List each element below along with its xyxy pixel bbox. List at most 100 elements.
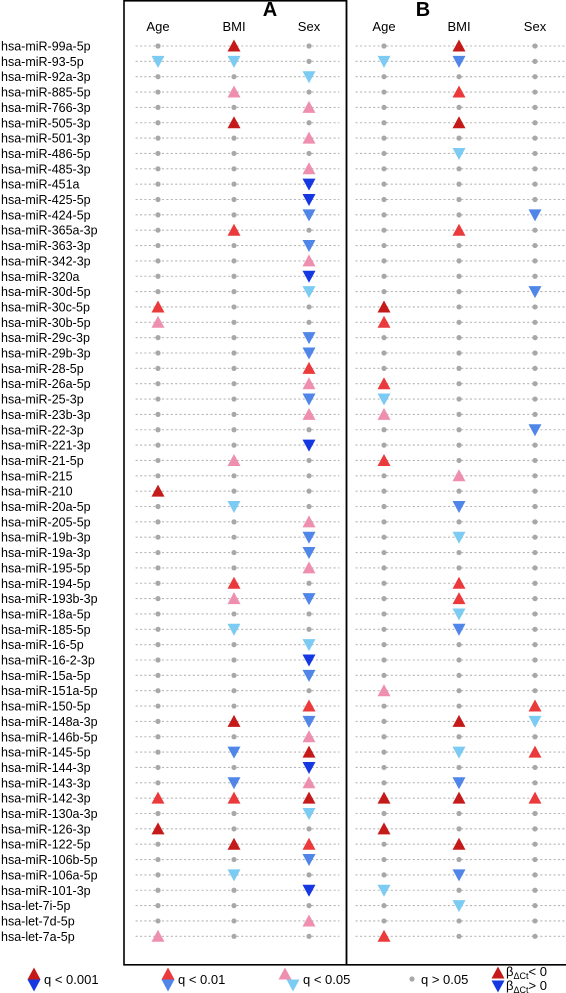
data-point-b-bmi [452, 623, 466, 636]
row-label: hsa-miR-501-3p [1, 132, 91, 146]
data-point-ns [231, 473, 237, 479]
data-point-ns [306, 826, 312, 832]
data-point-ns [456, 856, 462, 863]
legend-up2-icon [161, 967, 175, 980]
row-label: hsa-miR-25-3p [1, 393, 84, 407]
data-point-ns [155, 596, 161, 602]
data-point-ns [155, 473, 161, 479]
data-point-ns [456, 181, 462, 187]
row-label: hsa-miR-26a-5p [1, 377, 91, 391]
data-point-a-age [151, 300, 165, 313]
data-point-ns [456, 304, 462, 310]
data-point-ns [381, 780, 387, 786]
data-point-ns [381, 120, 387, 126]
data-point-ns [532, 826, 538, 832]
row-label: hsa-miR-16-5p [1, 638, 84, 652]
data-point-ns [381, 734, 387, 740]
data-point-a-sex [302, 254, 316, 267]
data-point-ns [532, 611, 538, 617]
data-point-ns [456, 703, 462, 709]
data-point-a-sex [302, 515, 316, 528]
data-point-ns [381, 503, 387, 510]
data-point-ns [155, 611, 161, 617]
data-point-ns [532, 780, 538, 786]
data-point-a-age [151, 791, 165, 804]
data-point-ns [231, 258, 237, 264]
data-point-ns [456, 258, 462, 264]
data-point-ns [155, 534, 161, 540]
data-point-ns [155, 764, 161, 771]
data-point-ns [306, 427, 312, 433]
row-label: hsa-miR-205-5p [1, 515, 91, 529]
data-point-ns [381, 196, 387, 203]
row-label: hsa-miR-19b-3p [1, 531, 91, 545]
legend-label-q01: q < 0.01 [178, 972, 225, 987]
data-point-b-bmi [452, 900, 466, 913]
data-point-ns [306, 611, 312, 617]
data-point-ns [381, 596, 387, 602]
row-label: hsa-miR-195-5p [1, 561, 91, 575]
row-label: hsa-miR-93-5p [1, 55, 84, 69]
data-point-ns [532, 74, 538, 80]
data-point-a-bmi [227, 223, 241, 236]
row-label: hsa-miR-221-3p [1, 439, 91, 453]
data-point-b-bmi [452, 531, 466, 544]
data-point-ns [381, 335, 387, 341]
data-point-ns [381, 611, 387, 617]
data-point-b-bmi [452, 608, 466, 621]
data-point-a-bmi [227, 746, 241, 759]
panel-a-header-sex: Sex [298, 19, 321, 34]
data-point-ns [456, 242, 462, 249]
data-point-a-bmi [227, 55, 241, 68]
row-label: hsa-miR-424-5p [1, 208, 91, 222]
column-headers: Age BMI Sex Age BMI Sex [146, 19, 546, 34]
beta-subscript-down: ΔCt [513, 985, 529, 993]
data-point-ns [381, 856, 387, 863]
legend-label-qns: q > 0.05 [421, 972, 468, 987]
legend-dn3-icon [27, 979, 41, 992]
data-point-b-bmi [452, 791, 466, 804]
row-label: hsa-miR-185-5p [1, 623, 91, 637]
data-point-ns [532, 304, 538, 310]
data-point-ns [231, 933, 237, 939]
data-point-a-sex [302, 286, 316, 299]
row-label: hsa-miR-451a [1, 178, 80, 192]
row-label: hsa-miR-21-5p [1, 454, 84, 468]
data-point-b-bmi [452, 501, 466, 513]
data-point-ns [231, 826, 237, 832]
data-point-ns [155, 734, 161, 740]
data-point-ns [155, 365, 161, 371]
data-point-ns [155, 289, 161, 295]
row-label: hsa-miR-151a-5p [1, 684, 98, 698]
data-point-ns [231, 657, 237, 663]
row-label: hsa-miR-486-5p [1, 147, 91, 161]
data-point-b-sex [528, 209, 542, 222]
data-point-a-sex [302, 377, 316, 390]
data-point-ns [155, 258, 161, 264]
data-point-b-age [377, 822, 391, 835]
data-point-ns [532, 120, 538, 126]
data-point-a-bmi [227, 116, 241, 129]
data-point-ns [381, 841, 387, 847]
data-point-b-bmi [452, 576, 466, 589]
data-point-a-sex [302, 730, 316, 743]
data-point-a-bmi [227, 501, 241, 513]
data-point-ns [306, 688, 312, 694]
data-point-ns [306, 304, 312, 310]
data-point-ns [532, 258, 538, 264]
data-point-ns [456, 381, 462, 387]
row-label: hsa-miR-148a-3p [1, 715, 98, 729]
data-point-ns [381, 181, 387, 187]
row-label: hsa-miR-143-3p [1, 776, 91, 790]
data-point-a-bmi [227, 576, 241, 589]
data-point-ns [381, 642, 387, 648]
legend-label-q05: q < 0.05 [303, 972, 350, 987]
row-label: hsa-miR-365a-3p [1, 224, 98, 238]
data-point-ns [231, 703, 237, 709]
data-point-ns [532, 150, 538, 157]
row-label: hsa-let-7d-5p [1, 914, 75, 928]
data-point-a-sex [302, 347, 316, 360]
data-point-ns [456, 442, 462, 448]
row-label: hsa-miR-766-3p [1, 101, 91, 115]
data-point-ns [231, 611, 237, 617]
